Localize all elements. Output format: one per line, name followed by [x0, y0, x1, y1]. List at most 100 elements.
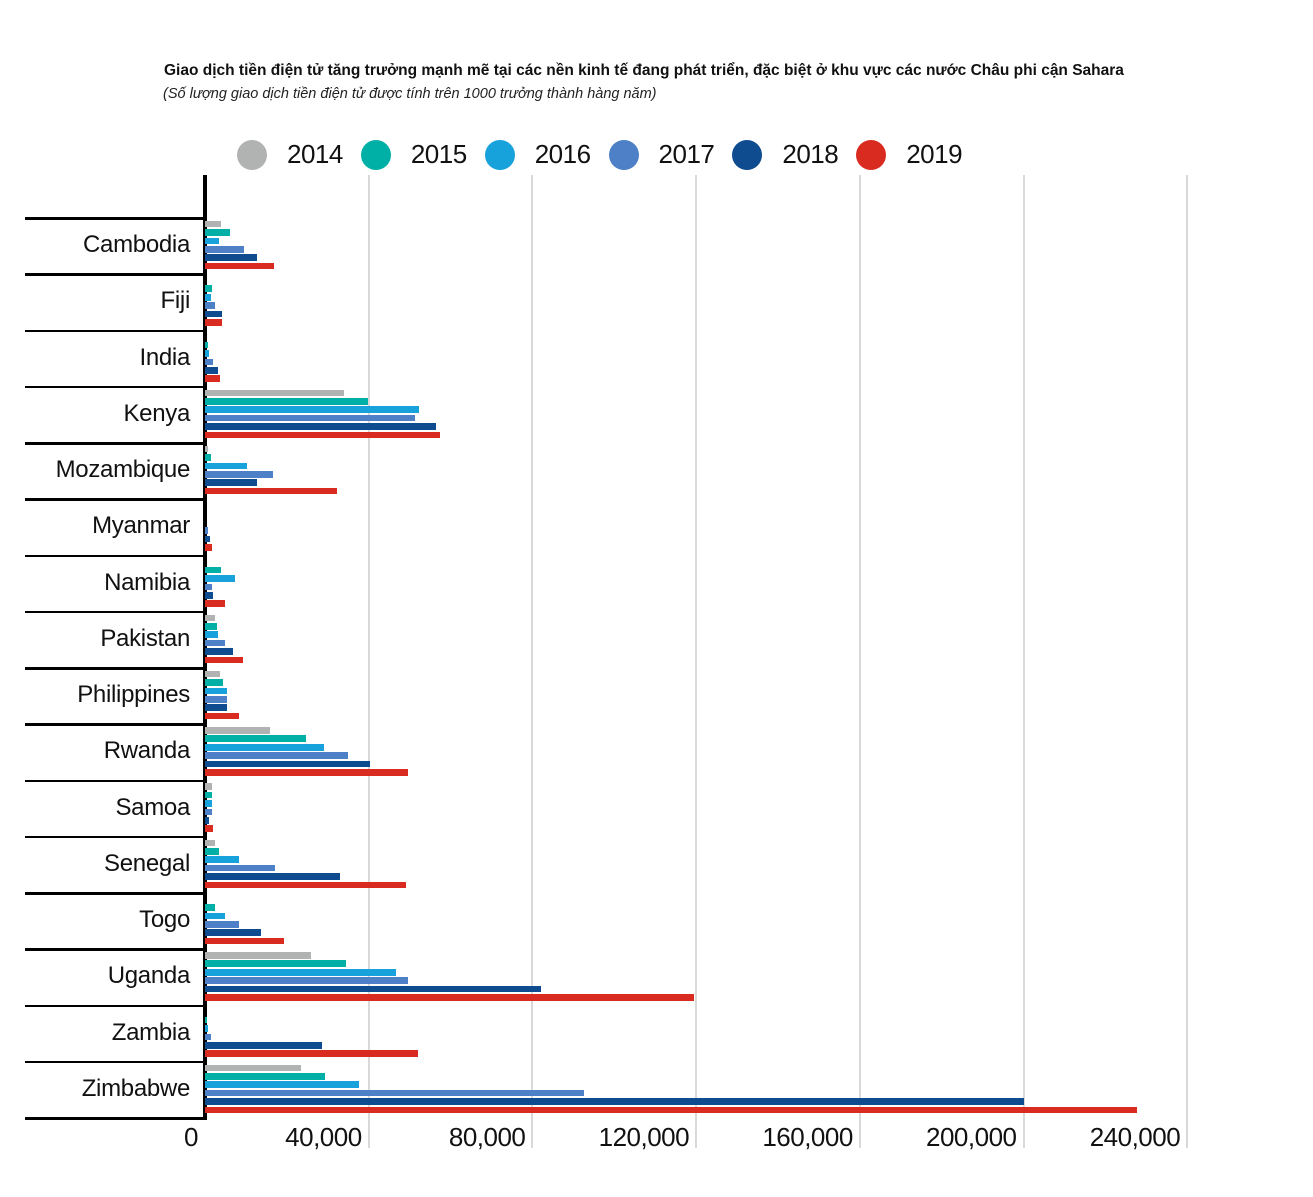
bar-zimbabwe-2018 [205, 1098, 1024, 1105]
bar-rwanda-2016 [205, 743, 325, 751]
bar-pakistan-2015 [205, 622, 217, 630]
bar-mozambique-2014 [205, 445, 209, 453]
legend-swatch-2016 [484, 139, 515, 170]
bar-philippines-2017 [205, 696, 227, 703]
x-tick-label: 120,000 [598, 1122, 690, 1152]
bar-togo-2018 [205, 929, 261, 937]
bar-india-2018 [205, 366, 219, 374]
row-separator [25, 498, 205, 501]
category-label-kenya: Kenya [123, 399, 190, 427]
bar-mozambique-2015 [205, 454, 212, 461]
bar-zimbabwe-2015 [205, 1072, 326, 1080]
chart-legend: 2014 2015 2016 2017 2018 2019 [237, 139, 963, 170]
bar-fiji-2018 [205, 310, 222, 318]
bar-zimbabwe-2019 [205, 1106, 1137, 1114]
row-separator [25, 1004, 205, 1007]
bar-namibia-2017 [205, 583, 212, 591]
bar-philippines-2016 [205, 687, 227, 695]
chart-subtitle: (Số lượng giao dịch tiền điện tử được tí… [163, 86, 657, 102]
legend-swatch-2014 [237, 139, 267, 170]
bar-pakistan-2019 [205, 656, 243, 664]
row-separator [25, 667, 205, 670]
row-separator [25, 1117, 205, 1120]
bar-cambodia-2015 [205, 229, 230, 236]
legend-item-2018: 2018 [732, 139, 839, 170]
bar-fiji-2016 [205, 293, 212, 301]
bar-mozambique-2016 [205, 462, 248, 470]
category-label-zambia: Zambia [111, 1018, 191, 1046]
x-tick-label: 80,000 [448, 1122, 526, 1152]
bar-rwanda-2018 [205, 760, 370, 768]
bar-senegal-2014 [205, 839, 215, 847]
bar-namibia-2015 [205, 566, 221, 574]
bar-namibia-2019 [205, 600, 226, 607]
category-label-india: India [139, 343, 190, 371]
legend-item-2014: 2014 [237, 139, 343, 170]
bar-togo-2015 [205, 904, 215, 911]
gridline [1186, 175, 1189, 1148]
legend-item-2016: 2016 [484, 139, 591, 170]
bar-myanmar-2018 [205, 535, 210, 543]
bar-rwanda-2017 [205, 752, 348, 759]
bar-zimbabwe-2016 [205, 1081, 360, 1089]
x-tick-label: 0 [184, 1122, 198, 1152]
bar-fiji-2017 [205, 302, 215, 309]
bar-senegal-2018 [205, 873, 341, 880]
row-separator [25, 610, 205, 614]
bar-cambodia-2014 [205, 220, 221, 228]
bar-pakistan-2016 [205, 631, 219, 639]
bar-zimbabwe-2017 [205, 1089, 584, 1097]
bar-india-2016 [205, 350, 210, 357]
row-separator [25, 779, 205, 782]
category-label-namibia: Namibia [104, 568, 190, 596]
bar-samoa-2019 [205, 825, 213, 832]
row-separator [25, 329, 205, 332]
bar-cambodia-2019 [205, 262, 274, 270]
gridline [367, 175, 370, 1148]
row-separator [25, 948, 205, 951]
bar-india-2015 [205, 341, 209, 349]
bar-cambodia-2018 [205, 254, 257, 262]
row-separator [25, 554, 205, 557]
legend-label: 2016 [534, 139, 591, 169]
category-label-cambodia: Cambodia [83, 231, 190, 259]
bar-senegal-2015 [205, 847, 219, 855]
gridline [858, 175, 861, 1148]
row-separator [25, 723, 205, 726]
category-label-philippines: Philippines [77, 681, 190, 709]
legend-swatch-2019 [856, 139, 887, 170]
legend-swatch-2017 [608, 139, 639, 170]
x-tick-label: 240,000 [1089, 1122, 1181, 1152]
bar-zambia-2018 [205, 1041, 323, 1049]
bar-india-2017 [205, 358, 213, 366]
bar-philippines-2015 [205, 679, 223, 686]
category-label-zimbabwe: Zimbabwe [81, 1074, 191, 1102]
chart-title: Giao dịch tiền điện tử tăng trưởng mạnh … [164, 62, 1124, 79]
legend-item-2019: 2019 [856, 139, 963, 170]
bar-zambia-2017 [205, 1033, 212, 1041]
bar-mozambique-2018 [205, 479, 257, 487]
row-separator [25, 1060, 205, 1064]
gridline [695, 175, 698, 1148]
bar-namibia-2016 [205, 575, 235, 582]
row-separator [25, 442, 205, 445]
gridline [531, 175, 534, 1148]
bar-samoa-2018 [205, 816, 210, 824]
bar-senegal-2017 [205, 864, 275, 872]
bar-zambia-2019 [205, 1050, 418, 1057]
bar-mozambique-2019 [205, 487, 337, 495]
bar-pakistan-2018 [205, 648, 233, 655]
bar-uganda-2018 [205, 985, 542, 993]
row-separator [25, 892, 205, 895]
bar-kenya-2017 [205, 414, 415, 422]
bar-samoa-2016 [205, 800, 212, 807]
bar-uganda-2017 [205, 977, 409, 984]
bar-uganda-2015 [205, 960, 347, 968]
bar-samoa-2017 [205, 808, 212, 816]
legend-swatch-2018 [732, 139, 763, 170]
bar-zimbabwe-2014 [205, 1064, 301, 1072]
bar-kenya-2016 [205, 406, 420, 414]
bar-senegal-2019 [205, 881, 406, 889]
bar-cambodia-2017 [205, 246, 244, 253]
